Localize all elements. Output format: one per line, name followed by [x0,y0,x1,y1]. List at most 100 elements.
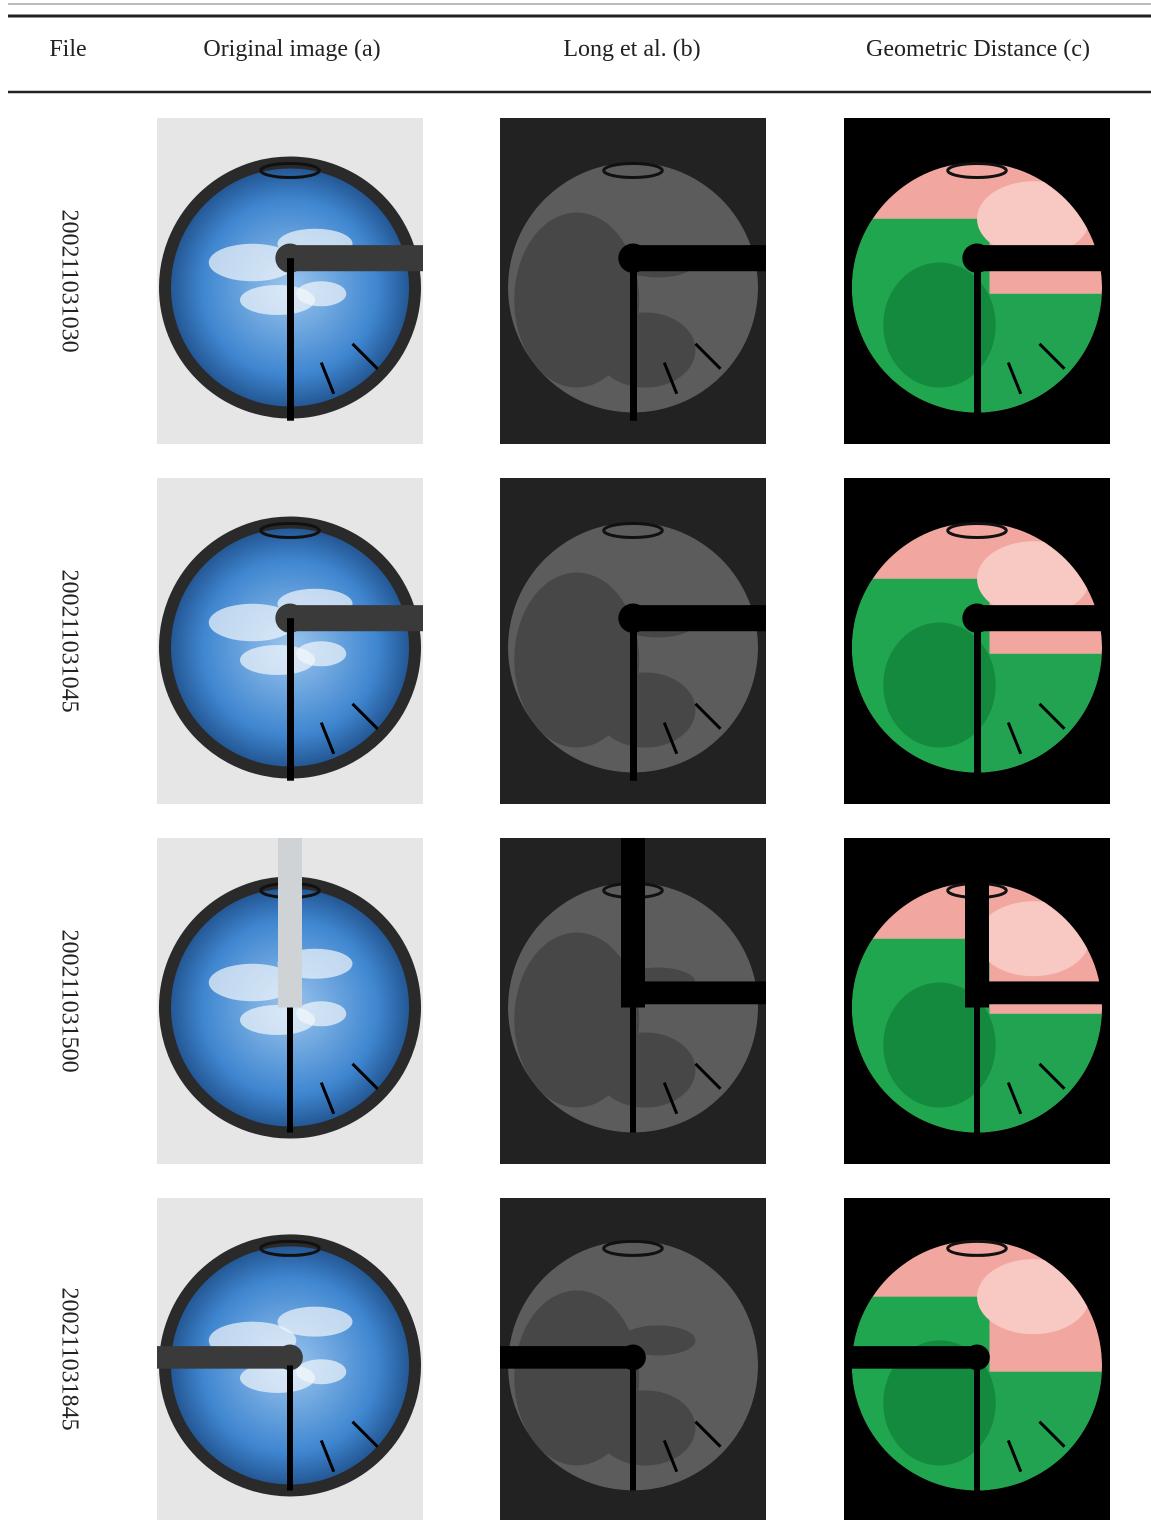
power-line [319,1439,336,1473]
cloud-class [595,312,696,388]
image-b [500,838,766,1164]
cloud [296,641,347,667]
power-line [319,1081,336,1115]
power-line [319,721,336,755]
dense-class [883,622,996,748]
pole [974,618,981,781]
power-line [662,721,679,755]
cloud [296,1001,347,1027]
dense-class [883,1340,996,1466]
shadow-arm [290,245,423,272]
image-c [844,838,1110,1164]
shadow-arm [621,838,645,1008]
image-b [500,118,766,444]
cloud [296,281,347,307]
sensor-top [602,162,664,179]
power-line [1038,702,1066,730]
thin-cloud-class [977,181,1090,257]
power-line [1006,361,1023,395]
dense-class [883,262,996,388]
sensor-top [946,522,1008,539]
cloud [239,1362,316,1393]
column-header: Original image (a) [203,36,380,62]
image-a [157,1198,423,1520]
image-a [157,118,423,444]
cloud [208,243,297,282]
file-name: 200211031045 [56,569,82,712]
image-b [500,478,766,804]
arm-hub [277,1344,303,1371]
sensor-top [259,522,321,539]
power-line [319,361,336,395]
arm-hub [964,1344,990,1371]
power-line [694,702,722,730]
power-line [694,1420,722,1448]
shadow-arm [633,981,766,1005]
power-line [1038,1420,1066,1448]
thin-cloud-class [977,541,1090,617]
shadow-arm [290,605,423,632]
power-line [1006,1081,1023,1115]
file-name: 200211031845 [56,1287,82,1430]
shadow-arm [633,245,766,272]
pole [974,1365,980,1491]
cloud [208,963,297,1002]
pole [287,1007,293,1133]
arm-hub [620,1344,646,1371]
power-line [694,1062,722,1090]
column-header: File [49,36,86,62]
image-c [844,1198,1110,1520]
sensor-top [602,522,664,539]
pole [287,618,294,781]
cloud [239,285,316,316]
shadow-arm [965,838,989,1008]
power-line [351,1420,379,1448]
pole [630,1007,636,1133]
pole [630,258,637,421]
power-line [1006,721,1023,755]
image-b [500,1198,766,1520]
cloud-class [595,1032,696,1108]
image-c [844,118,1110,444]
shadow-arm [278,838,302,1008]
power-line [694,342,722,370]
pole [974,258,981,421]
cloud-class [595,1390,696,1466]
sensor-top [946,1239,1008,1257]
cloud-class [595,672,696,748]
power-line [662,1439,679,1473]
shadow-arm [977,981,1110,1005]
shadow-arm [977,605,1110,632]
pole [287,258,294,421]
file-name: 200211031500 [56,929,82,1072]
sensor-top [602,1239,664,1257]
cloud [239,1005,316,1036]
power-line [351,342,379,370]
shadow-arm [633,605,766,632]
power-line [1006,1439,1023,1473]
column-header: Long et al. (b) [563,36,700,62]
power-line [662,361,679,395]
power-line [351,702,379,730]
shadow-arm [844,1346,977,1369]
shadow-arm [157,1346,290,1369]
pole [974,1007,980,1133]
cloud [208,603,297,642]
pole [630,618,637,781]
sensor-top [259,1239,321,1257]
cloud [239,645,316,676]
dense-class [883,982,996,1108]
thin-cloud-class [977,1259,1090,1335]
power-line [662,1081,679,1115]
sensor-top [259,162,321,179]
power-line [1038,342,1066,370]
file-name: 200211031030 [56,209,82,352]
sensor-top [946,162,1008,179]
cloud [296,1359,347,1385]
power-line [351,1062,379,1090]
pole [630,1365,636,1491]
column-header: Geometric Distance (c) [866,36,1090,62]
image-a [157,478,423,804]
shadow-arm [500,1346,633,1369]
